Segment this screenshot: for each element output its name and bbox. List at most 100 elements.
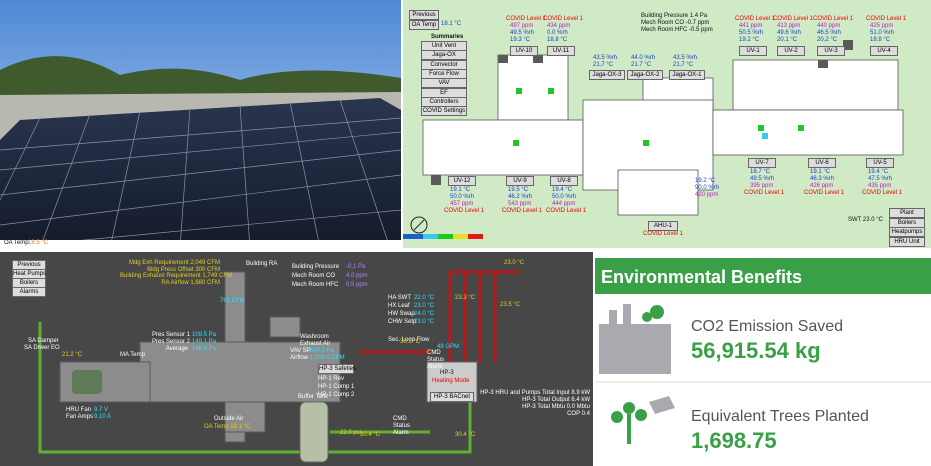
jaga-rh: 43.5 %rh xyxy=(593,55,617,62)
oa-label: OA Temp xyxy=(4,240,29,247)
label: CMD xyxy=(427,350,441,357)
unit-status: COVID Level 1 xyxy=(862,190,902,197)
value: -0.1 Pa xyxy=(346,264,365,271)
oa-value: 18.5 °C xyxy=(28,240,48,247)
unit-rh: 49.6 %rh xyxy=(777,30,801,37)
unit-temp: 19.1 °C xyxy=(450,187,470,194)
unit-co2: 457 ppm xyxy=(450,201,473,208)
hp-button[interactable]: HP-3 BACnet xyxy=(430,392,474,402)
unit-button[interactable]: UV-5 xyxy=(866,158,894,168)
building-reading: Building Pressure 1.4 Pa xyxy=(641,13,707,20)
panel-title: Environmental Benefits xyxy=(601,266,802,288)
unit-rh: 49.5 %rh xyxy=(510,30,534,37)
unit-button[interactable]: UV-1 xyxy=(739,46,767,56)
plant-button[interactable]: HRU Unit xyxy=(889,237,925,247)
plant-button[interactable]: Heatpumps xyxy=(889,227,925,237)
summary-button[interactable]: COVID Settings xyxy=(421,106,467,116)
jaga-rh: 44.0 %rh xyxy=(631,55,655,62)
oa-temp: 18.1 °C xyxy=(441,21,461,28)
unit-status: COVID Level 1 xyxy=(502,208,542,215)
plant-button[interactable]: Boilers xyxy=(889,218,925,228)
metric-label: Equivalent Trees Planted xyxy=(691,408,869,426)
center-reading: 90.0 %rh xyxy=(695,185,719,192)
unit-rh: 47.5 %rh xyxy=(868,176,892,183)
unit-rh: 51.0 %rh xyxy=(870,30,894,37)
nav-button[interactable]: Alarms xyxy=(12,287,46,297)
unit-button[interactable]: UV-2 xyxy=(777,46,805,56)
summaries-title: Summaries xyxy=(431,34,463,41)
unit-co2: 543 ppm xyxy=(508,201,531,208)
unit-button[interactable]: UV-12 xyxy=(448,176,476,186)
building-reading: Mech Room CO -0.7 ppm xyxy=(641,20,709,27)
unit-status: COVID Level 1 xyxy=(744,190,784,197)
jaga-button[interactable]: Jaga-OX-3 xyxy=(589,70,625,80)
nav-button[interactable]: OA Temp xyxy=(409,20,439,30)
metric-value: 56,915.54 kg xyxy=(691,338,821,364)
value: 148.6 Pa xyxy=(192,346,216,353)
unit-temp: 20.1 °C xyxy=(777,37,797,44)
unit-temp: 18.7 °C xyxy=(750,169,770,176)
value: 9.7 V xyxy=(94,407,108,414)
unit-co2: 440 ppm xyxy=(817,23,840,30)
ahu-button[interactable]: AHU-1 xyxy=(648,221,678,231)
label: Mech Room CO xyxy=(292,273,335,280)
jaga-temp: 21.7 °C xyxy=(673,62,693,69)
unit-status: COVID Level 1 xyxy=(543,16,583,23)
unit-rh: 46.2 %rh xyxy=(508,194,532,201)
unit-co2: 434 ppm xyxy=(547,23,570,30)
unit-temp: 19.2 °C xyxy=(739,37,759,44)
pipe-temp: 23.5 °C xyxy=(500,302,520,309)
unit-button[interactable]: UV-7 xyxy=(748,158,776,168)
jaga-temp: 21.7 °C xyxy=(631,62,651,69)
unit-co2: 444 ppm xyxy=(552,201,575,208)
unit-status: COVID Level 1 xyxy=(773,16,813,23)
value: 149.1 Pa xyxy=(192,339,216,346)
label: Outside Air xyxy=(214,416,243,423)
unit-status: COVID Level 1 xyxy=(546,208,586,215)
unit-temp: 19.3 °C xyxy=(510,37,530,44)
unit-rh: 50.0 %rh xyxy=(450,194,474,201)
pipe-temp: 38.2 °C xyxy=(400,339,420,346)
label: Status xyxy=(393,423,410,430)
unit-rh: 49.5 %rh xyxy=(750,176,774,183)
unit-button[interactable]: UV-4 xyxy=(870,46,898,56)
solar-photo xyxy=(0,0,401,248)
label: Pres Sensor 2 xyxy=(152,339,188,346)
label: CMD xyxy=(393,416,407,423)
unit-button[interactable]: UV-6 xyxy=(808,158,836,168)
label: VAV SP xyxy=(290,348,311,355)
label: Building Pressure xyxy=(292,264,339,271)
label: Average xyxy=(152,346,188,353)
plant-button[interactable]: Plant xyxy=(889,208,925,218)
metric-label: CO2 Emission Saved xyxy=(691,318,843,336)
unit-temp: 19.4 °C xyxy=(552,187,572,194)
unit-button[interactable]: UV-10 xyxy=(510,46,538,56)
value: 4.0 ppm xyxy=(346,273,368,280)
unit-button[interactable]: UV-8 xyxy=(550,176,578,186)
value: 600.0 Pa xyxy=(310,348,334,355)
unit-button[interactable]: UV-11 xyxy=(547,46,575,56)
screen: OA Temp18.5 °CPreviousOA Temp18.1 °CSumm… xyxy=(0,0,931,466)
value: 0.5 ppm xyxy=(346,282,368,289)
jaga-temp: 21.7 °C xyxy=(593,62,613,69)
jaga-button[interactable]: Jaga-OX-1 xyxy=(669,70,705,80)
unit-status: COVID Level 1 xyxy=(444,208,484,215)
center-reading: 19.2 °C xyxy=(695,178,715,185)
unit-co2: 413 ppm xyxy=(777,23,800,30)
label: HX Leaf xyxy=(388,303,410,310)
unit-button[interactable]: UV-3 xyxy=(817,46,845,56)
unit-button[interactable]: UV-9 xyxy=(506,176,534,186)
total: COP 0.4 xyxy=(480,411,590,418)
jaga-rh: 43.5 %rh xyxy=(673,55,697,62)
jaga-button[interactable]: Jaga-OX-2 xyxy=(627,70,663,80)
hp-button[interactable]: HP-3 Safeties xyxy=(318,364,354,374)
label: Mech Room HFC xyxy=(292,282,338,289)
nav-button[interactable]: Previous xyxy=(409,10,439,20)
unit-rh: 46.5 %rh xyxy=(817,30,841,37)
unit-temp: 19.5 °C xyxy=(508,187,528,194)
unit-co2: 426 ppm xyxy=(810,183,833,190)
label: Heating Mode xyxy=(432,378,469,385)
unit-rh: 0.0 %rh xyxy=(547,30,568,37)
unit-co2: 425 ppm xyxy=(870,23,893,30)
label: Building RA xyxy=(246,261,277,268)
